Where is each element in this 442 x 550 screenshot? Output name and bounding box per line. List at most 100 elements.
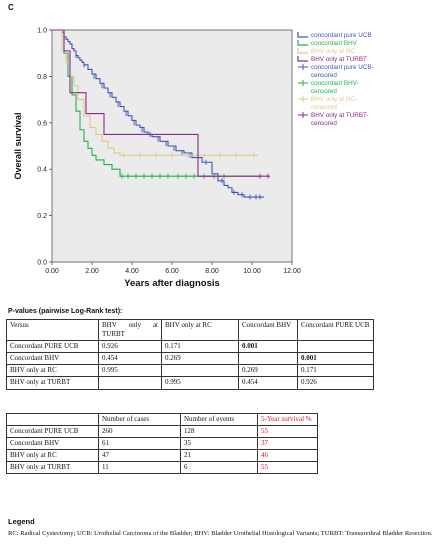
table-cell: 0.269 <box>238 364 298 378</box>
table-cell: 55 <box>257 425 318 439</box>
table-cell: 21 <box>180 449 258 463</box>
table-header-row: Number of cases Number of events 5-Year … <box>6 412 318 427</box>
legend-swatch <box>297 48 308 54</box>
header-cell: Versus <box>6 318 99 342</box>
table-cell: 61 <box>98 437 181 451</box>
legend-label: concordant pure UCB- <box>311 64 374 71</box>
row-label: Concordant BHV <box>6 437 99 451</box>
table-cell <box>297 340 374 354</box>
table-cell: 0.171 <box>297 364 374 378</box>
legend-swatch <box>297 32 308 38</box>
x-axis: 0.00 2.00 4.00 6.00 8.00 10.00 12.00 <box>45 262 301 275</box>
x-tick-label: 6.00 <box>165 268 179 275</box>
table-cell: 260 <box>98 425 181 439</box>
x-tick-label: 4.00 <box>125 268 139 275</box>
table-cell: 55 <box>257 461 318 475</box>
survival-chart: 0.00 2.00 4.00 6.00 8.00 10.00 12.00 0.0 0.2 0.4… <box>13 28 374 290</box>
y-tick-label: 1.0 <box>37 28 47 35</box>
header-cell <box>6 412 99 427</box>
table-cell: 0.171 <box>161 340 239 354</box>
y-tick-label: 0.8 <box>37 74 47 81</box>
y-tick-label: 0.6 <box>37 120 47 127</box>
legend-label: concordant BHV- <box>311 80 359 87</box>
survival-line <box>52 29 264 198</box>
table-row: BHV only at TURBT 0.995 0.454 0.926 <box>6 376 374 390</box>
y-tick-label: 0.2 <box>37 213 47 220</box>
x-axis-title: Years after diagnosis <box>124 278 220 289</box>
row-label: BHV only at TURBT <box>6 376 99 390</box>
table-row: BHV only at TURBT 11 6 55 <box>6 461 318 475</box>
table-cell: 0.926 <box>98 340 162 354</box>
table-cell: 0.926 <box>297 376 374 390</box>
x-tick-label: 12.00 <box>283 268 301 275</box>
row-label: BHV only at RC <box>6 364 99 378</box>
row-label: Concordant BHV <box>6 352 99 366</box>
legend-label: BHV only at TURBT <box>311 56 367 63</box>
x-tick-label: 0.00 <box>45 268 59 275</box>
table-cell <box>98 376 162 390</box>
counts-table: Number of cases Number of events 5-Year … <box>6 412 318 475</box>
y-axis-title: Overall survival <box>13 112 23 179</box>
row-label: BHV only at TURBT <box>6 461 99 475</box>
legend-label: BHV only at RC- <box>311 96 357 103</box>
legend-swatch <box>297 40 308 46</box>
table-cell <box>161 364 239 378</box>
x-tick-label: 8.00 <box>205 268 219 275</box>
header-cell: Concordant PURE UCB <box>297 318 374 342</box>
legend-label: BHV only at TURBT- <box>311 112 369 119</box>
panel-label: C <box>8 3 14 12</box>
table-row: Concordant PURE UCB 260 128 55 <box>6 425 318 439</box>
table-cell: 37 <box>257 437 318 451</box>
table-cell: 47 <box>98 449 181 463</box>
header-cell: Concordant BHV <box>238 318 298 342</box>
table-cell: 0.001 <box>238 340 298 354</box>
header-cell: BHV only at RC <box>161 318 239 342</box>
table-row: Concordant BHV 0.454 0.269 0.001 <box>6 352 374 366</box>
table-cell: 0.001 <box>297 352 374 366</box>
table-row: Concordant PURE UCB 0.926 0.171 0.001 <box>6 340 374 354</box>
legend-label-cont: censored <box>311 104 337 111</box>
x-tick-label: 2.00 <box>85 268 99 275</box>
legend-label: BHV only at RC <box>311 48 356 55</box>
y-tick-label: 0.4 <box>37 167 47 174</box>
series-layer <box>52 29 270 200</box>
table-cell: 0.454 <box>238 376 298 390</box>
survival-line <box>52 29 270 177</box>
header-cell: Number of cases <box>98 412 181 427</box>
table-cell <box>238 352 298 366</box>
table-cell: 35 <box>180 437 258 451</box>
header-cell: BHV only at TURBT <box>98 318 162 342</box>
pvalues-title: P-values (pairwise Log-Rank test): <box>8 308 123 315</box>
legend-label-cont: censored <box>311 72 337 79</box>
survival-line <box>52 29 258 156</box>
table-cell: 128 <box>180 425 258 439</box>
table-header-row: Versus BHV only at TURBT BHV only at RC … <box>6 318 374 342</box>
table-row: BHV only at RC 0.995 0.269 0.171 <box>6 364 374 378</box>
legend-label-cont: censored <box>311 88 337 95</box>
header-cell: Number of events <box>180 412 258 427</box>
header-cell: 5-Year survival % <box>257 412 318 427</box>
table-cell: 46 <box>257 449 318 463</box>
row-label: Concordant PURE UCB <box>6 340 99 354</box>
legend-label: concordant BHV <box>311 40 358 47</box>
table-cell: 0.269 <box>161 352 239 366</box>
legend-label: concordant pure UCB <box>311 32 372 39</box>
row-label: Concordant PURE UCB <box>6 425 99 439</box>
survival-line <box>52 29 260 177</box>
table-cell: 0.995 <box>161 376 239 390</box>
table-row: BHV only at RC 47 21 46 <box>6 449 318 463</box>
table-cell: 11 <box>98 461 181 475</box>
legend-swatch <box>297 56 308 62</box>
table-cell: 6 <box>180 461 258 475</box>
row-label: BHV only at RC <box>6 449 99 463</box>
pvalues-table: Versus BHV only at TURBT BHV only at RC … <box>6 318 374 390</box>
legend-heading: Legend <box>8 517 35 526</box>
y-tick-label: 0.0 <box>37 260 47 267</box>
y-axis: 0.0 0.2 0.4 0.6 0.8 1.0 <box>37 28 52 267</box>
table-row: Concordant BHV 61 35 37 <box>6 437 318 451</box>
x-tick-label: 10.00 <box>243 268 261 275</box>
abbreviations-footnote: RC: Radical Cystectomy; UCB: Urothelial … <box>8 530 433 537</box>
table-cell: 0.995 <box>98 364 162 378</box>
table-cell: 0.454 <box>98 352 162 366</box>
